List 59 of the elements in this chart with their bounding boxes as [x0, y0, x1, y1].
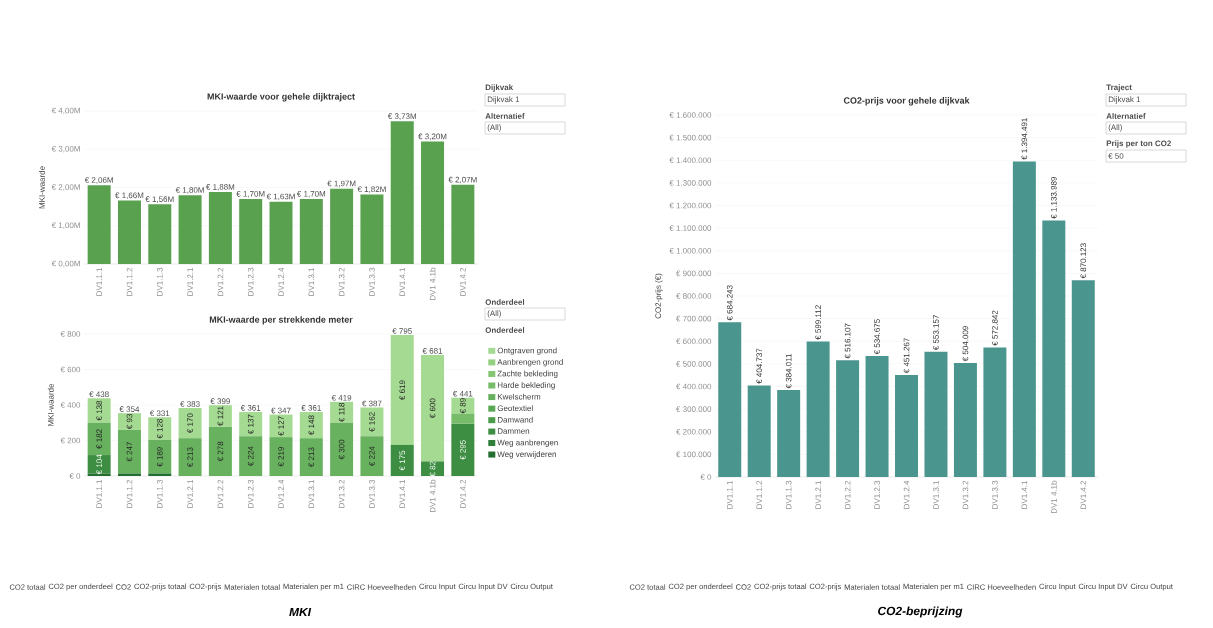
bar [451, 423, 475, 476]
bar [330, 422, 354, 476]
bar [239, 436, 263, 476]
bar [117, 200, 141, 264]
bar [269, 201, 293, 264]
bar [148, 417, 172, 440]
bar [1042, 220, 1066, 477]
chart-title: CO2-prijs voor gehele dijkvak [843, 97, 970, 106]
bar [208, 405, 232, 427]
bar [239, 198, 263, 264]
bar [148, 204, 172, 264]
bar [390, 335, 414, 445]
bar [865, 356, 889, 477]
bar [747, 385, 771, 477]
bar [87, 398, 111, 423]
bar [924, 351, 948, 477]
bar [390, 444, 414, 476]
bar [777, 390, 801, 477]
bar [299, 198, 323, 264]
bar [178, 408, 202, 439]
bar [87, 185, 111, 264]
bar [269, 414, 293, 438]
bar [299, 411, 323, 439]
bar [239, 411, 263, 437]
bar [421, 354, 445, 462]
bar [360, 407, 384, 437]
bar [87, 455, 111, 474]
bar [451, 413, 475, 424]
bar [117, 429, 141, 474]
bar [421, 461, 445, 476]
text: MKI [289, 607, 312, 617]
bar [178, 438, 202, 476]
bar [451, 397, 475, 414]
text: CO2-beprijzing [878, 606, 963, 618]
chart-title: MKI-waarde per strekkende meter [209, 316, 353, 325]
bar [87, 422, 111, 456]
bar [1071, 280, 1095, 477]
bar [360, 436, 384, 476]
bar [330, 188, 354, 264]
bar [983, 347, 1007, 477]
bar [299, 438, 323, 476]
bar [208, 426, 232, 476]
bar [178, 195, 202, 264]
bar [208, 192, 232, 264]
bar [360, 194, 384, 264]
chart-title: MKI-waarde voor gehele dijktraject [207, 93, 355, 102]
bar [390, 121, 414, 264]
bar [836, 360, 860, 477]
bar [718, 322, 742, 477]
bar [953, 362, 977, 477]
bar [806, 341, 830, 477]
bar [269, 437, 293, 476]
bar [148, 439, 172, 474]
bar [117, 413, 141, 430]
bar [895, 374, 919, 477]
bar [1012, 161, 1036, 477]
bar [451, 184, 475, 264]
bar [421, 141, 445, 264]
bar [330, 401, 354, 423]
